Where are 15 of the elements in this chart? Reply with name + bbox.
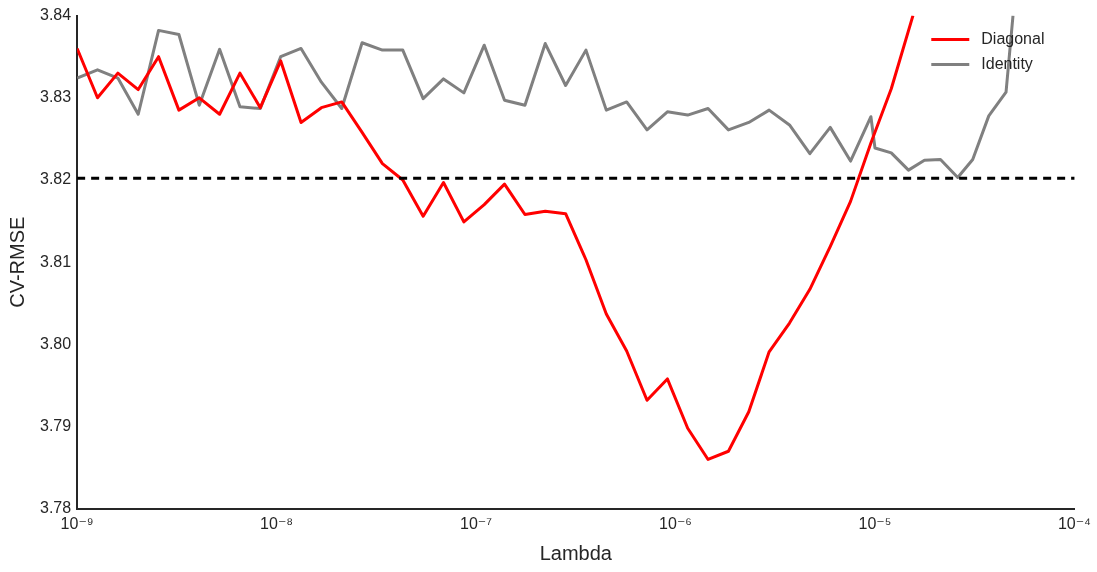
y-tick-label: 3.79	[40, 417, 72, 435]
y-tick-label: 3.83	[40, 88, 72, 106]
x-tick-label: 10⁻⁹	[60, 514, 94, 532]
x-tick-label: 10⁻⁸	[260, 514, 294, 532]
y-tick-label: 3.78	[40, 499, 72, 517]
y-tick-label: 3.84	[40, 6, 72, 24]
y-tick-label: 3.81	[40, 252, 72, 270]
x-tick-label: 10⁻⁵	[858, 514, 892, 532]
x-tick-label: 10⁻⁷	[460, 514, 493, 532]
x-tick-label: 10⁻⁶	[659, 514, 692, 532]
y-axis-title: CV-RMSE	[5, 216, 28, 308]
x-tick-label: 10⁻⁴	[1057, 514, 1092, 532]
y-tick-label: 3.80	[40, 334, 72, 352]
y-tick-label: 3.82	[40, 170, 72, 188]
x-axis-title: Lambda	[539, 541, 613, 564]
